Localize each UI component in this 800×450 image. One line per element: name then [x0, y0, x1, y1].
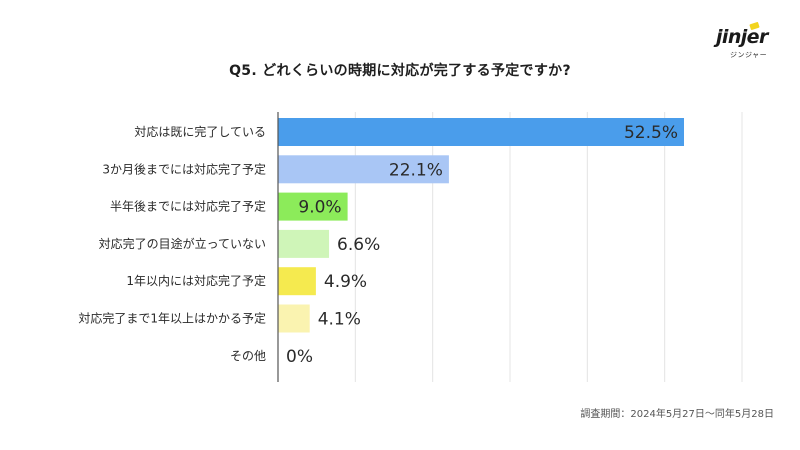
bar [278, 155, 449, 184]
category-label: その他 [230, 349, 266, 363]
logo-subtext: ジンジャー [730, 51, 768, 59]
bar [278, 192, 348, 221]
category-label: 対応は既に完了している [134, 124, 266, 139]
value-label: 22.1% [389, 160, 443, 180]
chart-title: Q5. どれくらいの時期に対応が完了する予定ですか? [229, 63, 571, 79]
category-label: 1年以内には対応完了予定 [126, 273, 266, 288]
bar [278, 304, 310, 333]
logo-wordmark: jinjer [716, 26, 768, 48]
survey-period-note: 調査期間：2024年5月27日〜同年5月28日 [580, 409, 774, 420]
bar [278, 267, 316, 296]
bar [278, 229, 330, 258]
value-label: 4.1% [318, 310, 361, 330]
category-label: 3か月後までには対応完了予定 [102, 161, 266, 176]
bar [278, 118, 684, 146]
category-label: 半年後までには対応完了予定 [110, 199, 266, 214]
jinjer-logo: jinjer ジンジャー [716, 21, 788, 68]
category-label: 対応完了の目途が立っていない [99, 236, 266, 251]
category-label: 対応完了まで1年以上はかかる予定 [78, 311, 266, 326]
value-label: 4.9% [324, 272, 367, 292]
value-label: 0% [286, 347, 313, 367]
value-label: 52.5% [624, 123, 678, 143]
value-label: 6.6% [337, 235, 380, 255]
value-label: 9.0% [298, 198, 341, 218]
